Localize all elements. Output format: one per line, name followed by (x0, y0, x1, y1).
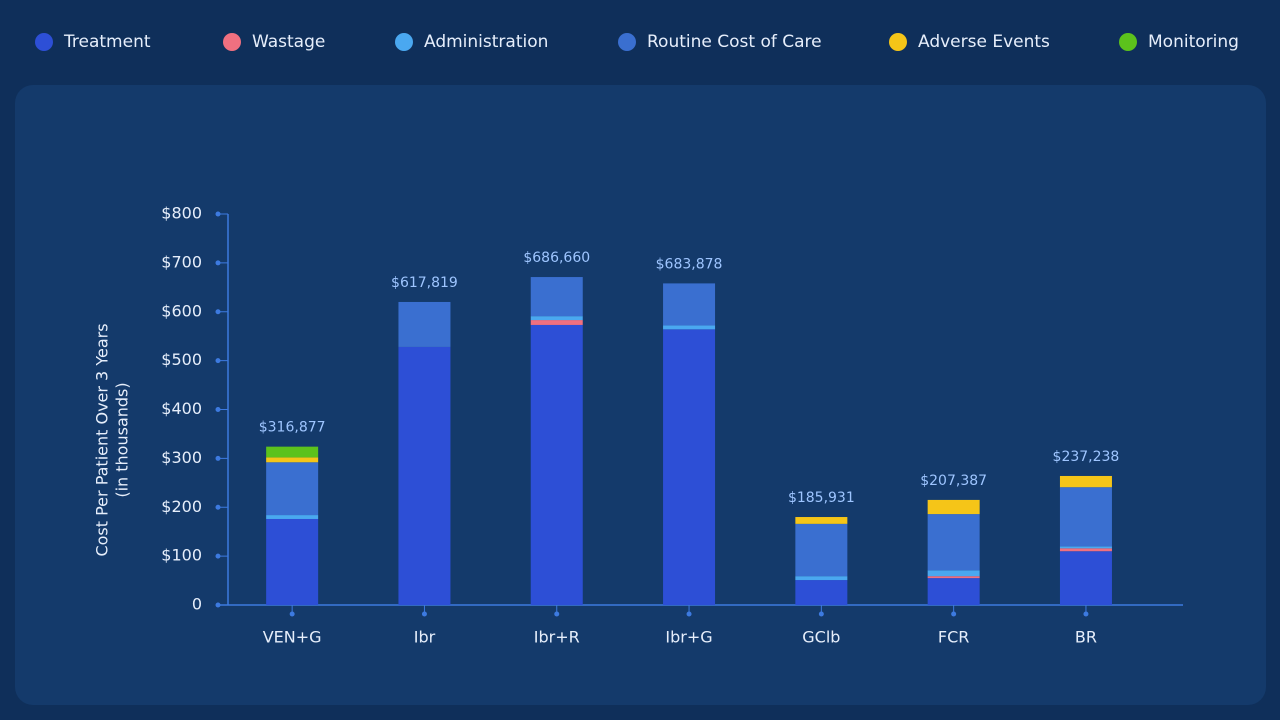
y-tick-label: $700 (161, 252, 202, 271)
y-axis-title: Cost Per Patient Over 3 Years (93, 323, 112, 556)
x-tick-dot (686, 611, 692, 617)
bar-segment (530, 324, 583, 605)
x-tick-dot (1083, 611, 1089, 617)
y-axis-title: (in thousands) (113, 382, 132, 497)
x-tick-dot (289, 611, 295, 617)
x-tick-label: GClb (802, 628, 840, 647)
legend-swatch (223, 33, 241, 51)
legend-label: Treatment (63, 32, 151, 52)
y-tick-dot (215, 553, 221, 559)
x-tick-label: Ibr+R (534, 628, 580, 647)
bar-segment (530, 316, 583, 321)
legend-label: Wastage (252, 32, 325, 52)
legend-label: Administration (424, 32, 548, 52)
x-tick-dot (421, 611, 427, 617)
x-tick-label: Ibr+G (665, 628, 712, 647)
total-label: $683,878 (656, 256, 723, 272)
x-tick-dot (951, 611, 957, 617)
total-label: $237,238 (1053, 449, 1120, 465)
y-tick-label: $400 (161, 399, 202, 418)
bar-segment (1059, 548, 1112, 552)
legend-swatch (1119, 33, 1137, 51)
bar-segment (530, 320, 583, 325)
bar-segment (795, 517, 848, 524)
legend-label: Adverse Events (918, 32, 1050, 52)
x-tick-dot (818, 611, 824, 617)
bar-segment (795, 523, 848, 577)
bar-segment (266, 457, 319, 463)
bar-segment (1059, 546, 1112, 549)
bar-segment (927, 578, 980, 605)
y-tick-dot (215, 211, 221, 217)
y-tick-label: 0 (192, 595, 202, 614)
bar-segment (530, 277, 583, 317)
bar-segment (927, 514, 980, 571)
x-tick-label: FCR (938, 628, 970, 647)
y-tick-label: $300 (161, 448, 202, 467)
y-tick-dot (215, 455, 221, 461)
y-tick-dot (215, 602, 221, 608)
bar-segment (266, 515, 319, 519)
bar-segment (266, 462, 319, 516)
bar-segment (795, 576, 848, 581)
y-tick-dot (215, 504, 221, 510)
y-tick-label: $600 (161, 301, 202, 320)
legend-swatch (35, 33, 53, 51)
bar-segment (1059, 475, 1112, 488)
total-label: $316,877 (259, 420, 326, 436)
bar-segment (795, 580, 848, 605)
x-tick-label: BR (1075, 628, 1097, 647)
bar-segment (398, 346, 451, 605)
total-label: $185,931 (788, 490, 855, 506)
bar-segment (663, 325, 716, 330)
legend-label: Monitoring (1148, 32, 1239, 52)
y-tick-dot (215, 309, 221, 315)
x-tick-dot (554, 611, 560, 617)
x-tick-label: VEN+G (263, 628, 322, 647)
legend-swatch (618, 33, 636, 51)
total-label: $207,387 (920, 473, 987, 489)
total-label: $617,819 (391, 275, 458, 291)
y-tick-label: $500 (161, 350, 202, 369)
bar-segment (663, 329, 716, 605)
legend-swatch (889, 33, 907, 51)
bar-segment (1059, 551, 1112, 605)
panel (15, 85, 1266, 705)
x-tick-label: Ibr (414, 628, 436, 647)
bar-segment (663, 283, 716, 326)
bar-segment (398, 301, 451, 347)
y-tick-dot (215, 407, 221, 412)
legend-label: Routine Cost of Care (647, 32, 822, 52)
bar-segment (927, 570, 980, 577)
bar-segment (266, 518, 319, 605)
y-tick-label: $100 (161, 546, 202, 565)
y-tick-label: $200 (161, 497, 202, 516)
legend-swatch (395, 33, 413, 51)
y-tick-dot (215, 358, 221, 364)
bar-segment (1059, 487, 1112, 547)
y-tick-label: $800 (161, 204, 202, 223)
y-tick-dot (215, 260, 221, 266)
bar-segment (927, 499, 980, 515)
bar-segment (266, 446, 319, 458)
bar-segment (927, 576, 980, 579)
total-label: $686,660 (523, 250, 590, 266)
